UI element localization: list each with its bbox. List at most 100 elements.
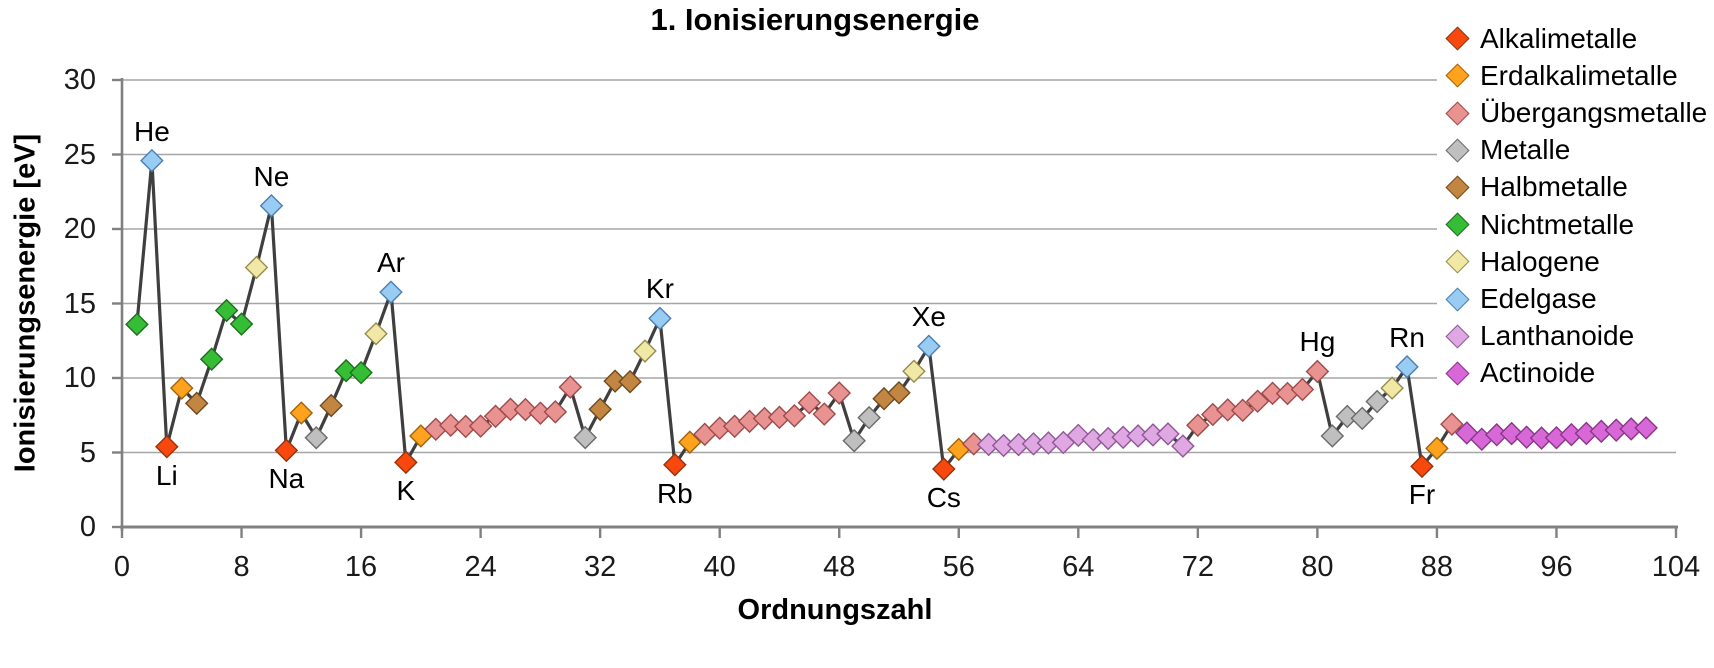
marker-Fr [1410,454,1434,479]
marker-Re [1230,398,1255,423]
marker-Ac [1440,412,1464,436]
marker-Be [169,376,194,400]
element-label-Kr: Kr [645,273,674,305]
marker-W [1215,398,1240,422]
element-label-Na: Na [268,463,305,495]
marker-Cs [932,457,956,481]
marker-Hf [1186,413,1210,438]
marker-Os [1245,389,1270,414]
y-tick-label-30: 30 [63,64,96,96]
marker-O [229,312,254,336]
x-tick-label-88: 88 [1420,551,1454,583]
marker-Rn [1395,355,1419,379]
marker-B [184,391,209,416]
legend-label-nichtmetalle: Nichtmetalle [1480,208,1635,240]
marker-Te [887,380,911,405]
y-tick-label-5: 5 [79,436,96,469]
marker-Se [618,369,642,394]
element-label-Ar: Ar [376,247,405,279]
legend-item-alkalimetalle: Alkalimetalle [1437,20,1714,57]
element-label-Rb: Rb [656,477,693,509]
legend-item-halogene: Halogene [1437,243,1714,280]
marker-In [842,428,866,453]
marker-La [961,432,986,456]
legend-label-actinoide: Actinoide [1480,357,1596,389]
marker-Hg [1305,359,1330,384]
x-tick-label-72: 72 [1181,551,1214,583]
marker-C [199,347,224,372]
marker-Cu [543,400,568,424]
marker-Ra [1425,436,1449,461]
marker-As [603,369,627,393]
legend-item-uebergangsmetalle: Übergangsmetalle [1437,94,1714,131]
legend-label-halbmetalle: Halbmetalle [1480,171,1628,203]
legend-item-erdalkalimetalle: Erdalkalimetalle [1437,57,1714,94]
legend-item-actinoide: Actinoide [1437,355,1714,392]
element-label-Xe: Xe [911,301,946,333]
marker-Mg [289,401,314,425]
marker-I [902,359,926,384]
marker-Sr [678,430,702,455]
marker-Ar [379,280,403,304]
legend-diamond-icon-lanthanoide [1445,324,1470,349]
marker-Pb [1335,404,1360,429]
marker-Zn [558,375,583,399]
marker-Lu [1171,434,1195,458]
marker-Li [155,434,179,459]
marker-Tl [1320,424,1345,448]
marker-F [244,255,269,280]
legend-diamond-icon-actinoide [1445,361,1470,386]
x-tick-label-8: 8 [233,551,250,583]
x-tick-label-64: 64 [1062,551,1095,583]
legend-diamond-icon-halbmetalle [1445,175,1470,200]
element-label-Li: Li [155,459,178,491]
legend-item-lanthanoide: Lanthanoide [1437,318,1714,355]
legend-diamond-icon-alkalimetalle [1445,26,1470,51]
marker-Yb [1156,422,1180,446]
marker-Br [633,339,657,363]
marker-Pu [1514,425,1539,449]
y-tick-label-10: 10 [63,362,96,394]
chart-title: 1. Ionisierungsenergie [650,2,980,37]
x-tick-label-0: 0 [113,551,131,583]
marker-Gd [1066,423,1091,448]
y-tick-label-0: 0 [79,511,96,543]
element-label-Rn: Rn [1389,321,1425,353]
element-label-Hg: Hg [1299,326,1336,358]
x-tick-label-32: 32 [584,551,617,583]
marker-Bi [1350,406,1374,431]
legend-label-edelgase: Edelgase [1480,283,1597,315]
marker-Kr [648,306,672,331]
marker-Pd [797,390,822,415]
marker-Ga [573,425,598,450]
marker-Cl [364,321,388,346]
element-label-K: K [396,475,416,507]
x-tick-label-24: 24 [464,551,497,583]
marker-Rb [663,452,687,477]
x-tick-label-96: 96 [1540,551,1573,583]
marker-S [349,360,373,385]
marker-Ce [976,432,1001,457]
legend-diamond-icon-erdalkalimetalle [1445,63,1470,88]
marker-Rh [782,404,807,428]
marker-Ag [812,402,837,426]
marker-Al [304,425,329,450]
marker-Th [1455,421,1479,445]
legend: Alkalimetalle Erdalkalimetalle Übergangsme… [1437,20,1714,392]
y-tick-label-25: 25 [63,138,96,171]
marker-Cd [827,381,852,405]
marker-H [125,312,149,337]
legend-label-erdalkalimetalle: Erdalkalimetalle [1480,59,1678,91]
element-label-Fr: Fr [1408,479,1436,511]
y-axis-title: Ionisierungsenergie [eV] [9,133,42,473]
x-tick-label-80: 80 [1301,551,1334,583]
x-tick-label-48: 48 [823,551,856,583]
legend-label-uebergangsmetalle: Übergangsmetalle [1480,97,1708,128]
marker-Po [1365,389,1389,414]
marker-Au [1290,377,1315,402]
element-label-Ne: Ne [253,160,290,192]
x-tick-label-56: 56 [942,551,975,583]
legend-label-alkalimetalle: Alkalimetalle [1480,22,1638,54]
marker-K [394,450,418,475]
marker-At [1380,376,1404,400]
